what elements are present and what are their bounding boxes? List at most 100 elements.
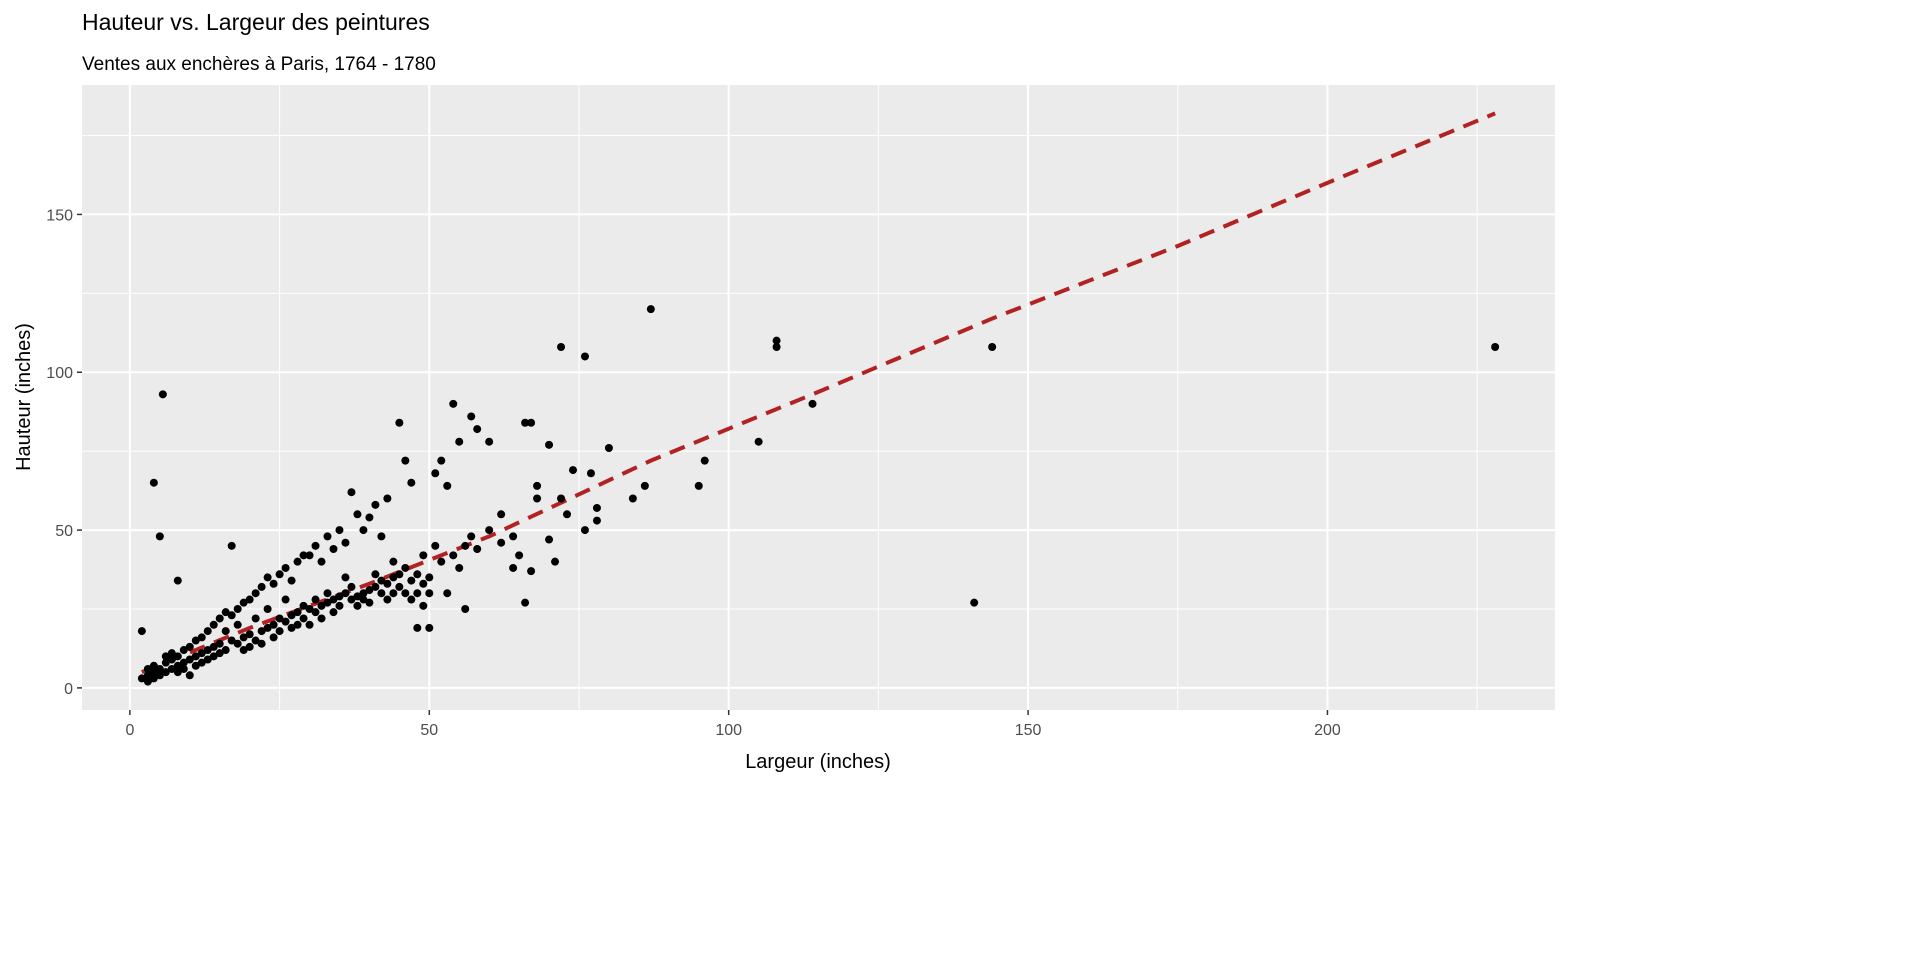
data-point <box>449 399 458 408</box>
data-point <box>143 664 152 673</box>
data-point <box>269 633 278 642</box>
data-point <box>383 595 392 604</box>
data-point <box>335 592 344 601</box>
data-point <box>473 425 482 434</box>
data-point <box>592 516 601 525</box>
data-point <box>395 418 404 427</box>
data-point <box>461 541 470 550</box>
data-point <box>275 570 284 579</box>
data-point <box>497 510 506 519</box>
data-point <box>233 604 242 613</box>
data-point <box>239 646 248 655</box>
data-point <box>527 567 536 576</box>
data-point <box>395 582 404 591</box>
data-point <box>215 614 224 623</box>
data-point <box>185 671 194 680</box>
data-point <box>455 437 464 446</box>
data-point <box>233 620 242 629</box>
data-point <box>329 545 338 554</box>
y-axis-label: Hauteur (inches) <box>13 323 35 471</box>
data-point <box>179 646 188 655</box>
data-point <box>311 595 320 604</box>
data-point <box>401 563 410 572</box>
data-point <box>245 595 254 604</box>
data-point <box>569 466 577 475</box>
data-point <box>281 617 290 626</box>
data-point <box>419 579 428 588</box>
data-point <box>347 488 356 497</box>
x-tick-label: 50 <box>420 722 438 739</box>
data-point <box>173 652 182 661</box>
data-point <box>359 589 368 598</box>
data-point <box>413 589 422 598</box>
data-point <box>149 478 158 487</box>
data-point <box>173 661 182 670</box>
data-point <box>497 538 506 547</box>
data-point <box>137 674 146 683</box>
data-point <box>305 551 314 560</box>
x-tick-label: 200 <box>1314 722 1341 739</box>
data-point <box>419 601 428 610</box>
data-point <box>137 627 146 636</box>
data-point <box>437 557 446 566</box>
data-point <box>245 630 254 639</box>
data-point <box>533 494 542 503</box>
data-point <box>263 604 272 613</box>
data-point <box>473 545 482 554</box>
data-point <box>197 658 206 667</box>
data-point <box>551 557 560 566</box>
data-point <box>383 494 392 503</box>
data-point <box>425 623 434 632</box>
data-point <box>754 437 763 446</box>
data-point <box>167 655 176 664</box>
data-point <box>221 627 230 636</box>
data-point <box>443 481 452 490</box>
data-point <box>443 589 452 598</box>
data-point <box>167 664 176 673</box>
data-point <box>365 586 374 595</box>
data-point <box>449 551 458 560</box>
data-point <box>371 570 380 579</box>
data-point <box>239 633 248 642</box>
chart-subtitle: Ventes aux enchères à Paris, 1764 - 1780 <box>82 54 436 75</box>
data-point <box>604 444 613 453</box>
data-point <box>155 671 164 680</box>
data-point <box>425 573 434 582</box>
data-point <box>580 526 589 535</box>
data-point <box>323 598 332 607</box>
data-point <box>407 478 416 487</box>
data-point <box>269 579 278 588</box>
data-point <box>557 342 566 351</box>
data-point <box>646 305 655 314</box>
data-point <box>143 671 152 680</box>
data-point <box>407 595 416 604</box>
data-point <box>293 557 302 566</box>
data-point <box>179 658 188 667</box>
data-point <box>185 655 194 664</box>
data-point <box>359 595 368 604</box>
data-point <box>221 646 230 655</box>
data-point <box>353 510 362 519</box>
data-point <box>329 595 338 604</box>
data-point <box>335 601 344 610</box>
data-point <box>203 646 212 655</box>
data-point <box>209 652 218 661</box>
data-point <box>245 642 254 651</box>
data-point <box>293 608 302 617</box>
data-point <box>371 500 380 509</box>
data-point <box>227 611 236 620</box>
data-point <box>395 570 404 579</box>
data-point <box>341 589 350 598</box>
data-point <box>323 589 332 598</box>
data-point <box>772 342 781 351</box>
data-point <box>485 437 494 446</box>
data-point <box>305 604 314 613</box>
data-point <box>353 601 362 610</box>
data-point <box>215 649 224 658</box>
data-point <box>209 642 218 651</box>
data-point <box>263 623 272 632</box>
y-tick-label: 150 <box>46 207 73 224</box>
data-point <box>155 664 164 673</box>
data-point <box>592 503 601 512</box>
